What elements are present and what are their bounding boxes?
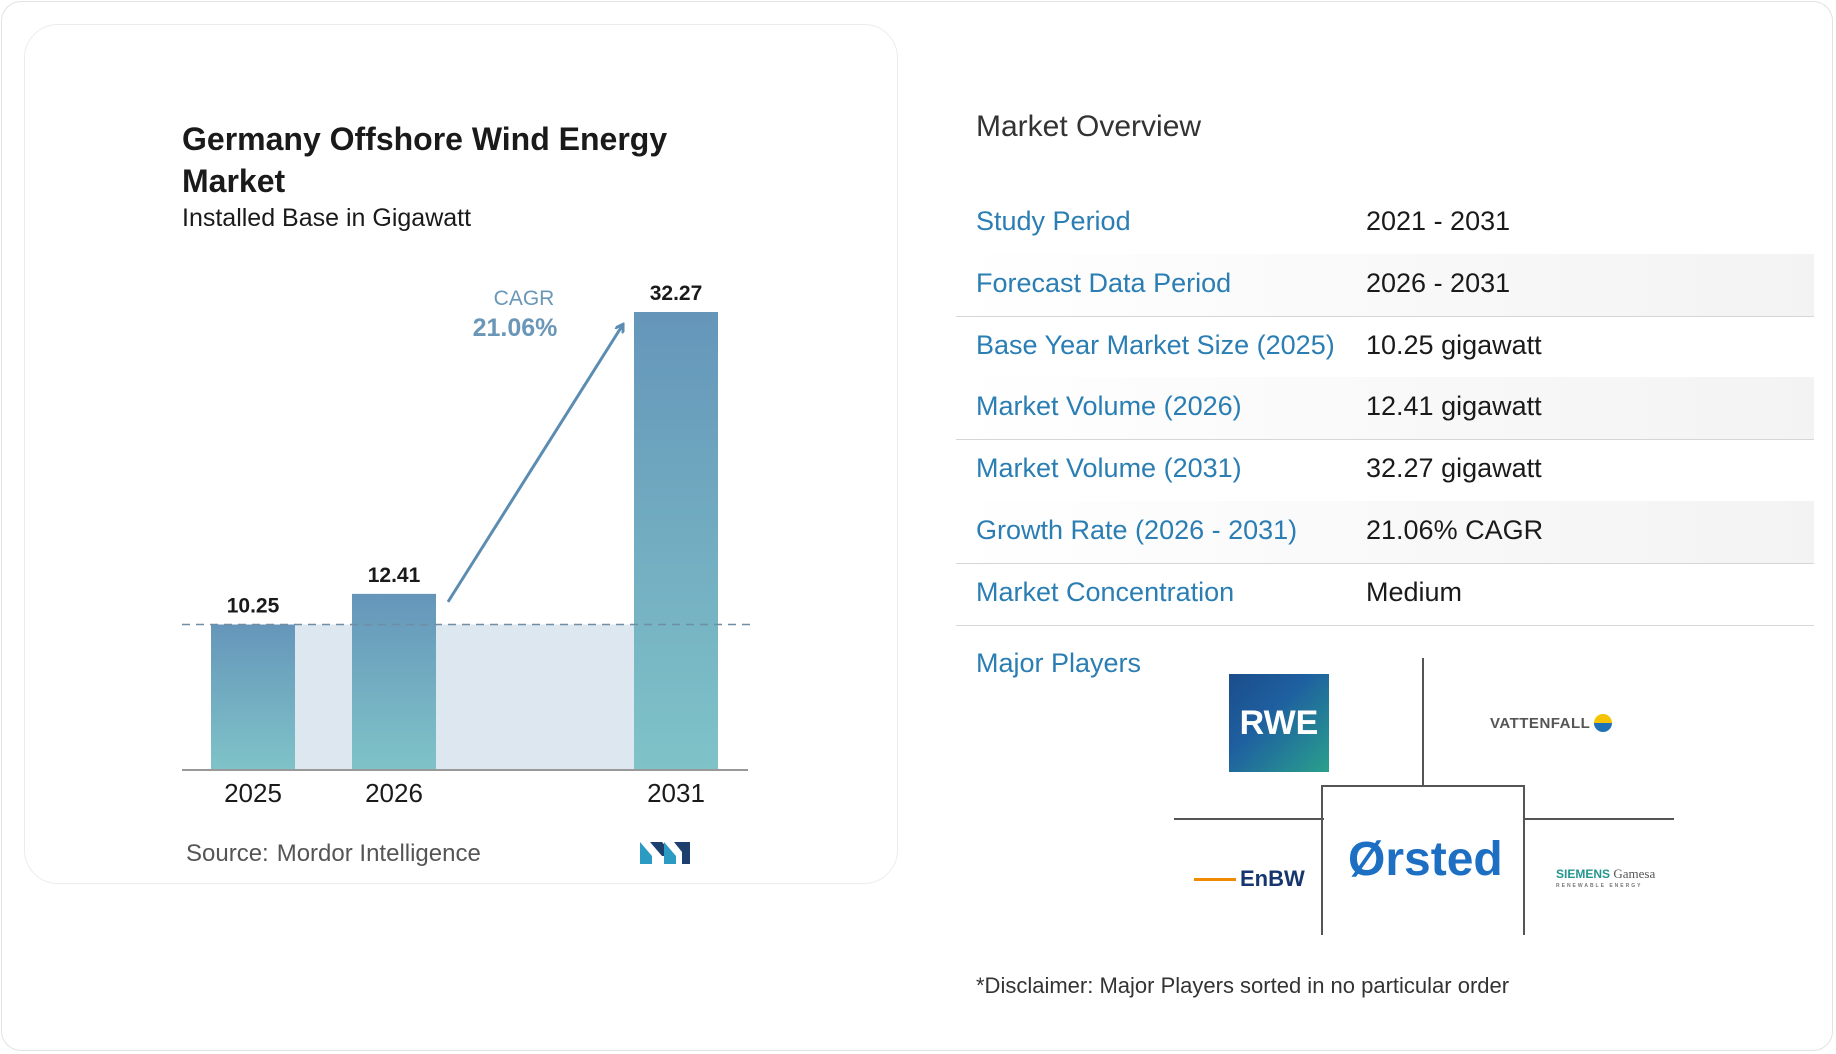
overview-row: Market Concentration Medium	[956, 563, 1814, 626]
overview-row-value: Medium	[1366, 577, 1463, 607]
overview-row: Growth Rate (2026 - 2031) 21.06% CAGR	[956, 501, 1814, 564]
cagr-arrow	[446, 326, 622, 603]
overview-row: Study Period 2021 - 2031	[956, 192, 1814, 255]
players-divider	[1321, 785, 1525, 787]
data-label-2031: 32.27	[650, 282, 703, 305]
overview-row-key: Base Year Market Size (2025)	[976, 330, 1335, 360]
x-tick-label-2025: 2025	[224, 778, 282, 808]
bar-2025	[211, 624, 295, 770]
enbw-logo-text: EnBW	[1240, 866, 1305, 891]
overview-row-value: 21.06% CAGR	[1366, 515, 1544, 545]
data-label-2026: 12.41	[368, 564, 421, 587]
source-label: Source:	[186, 840, 269, 867]
cagr-label: CAGR	[494, 287, 555, 310]
overview-row-value: 10.25 gigawatt	[1366, 330, 1542, 360]
x-tick-label-2026: 2026	[365, 778, 423, 808]
overview-row-key: Forecast Data Period	[976, 268, 1232, 298]
overview-row: Market Volume (2031) 32.27 gigawatt	[956, 439, 1814, 502]
siemens-sub-text: RENEWABLE ENERGY	[1556, 883, 1643, 889]
cagr-value: 21.06%	[473, 314, 558, 342]
enbw-logo: EnBW	[1194, 866, 1305, 892]
orsted-logo-text: Ørsted	[1348, 833, 1503, 886]
overview-row-key: Market Volume (2026)	[976, 391, 1242, 421]
source-note: Source: Mordor Intelligence	[186, 840, 481, 868]
rwe-logo-text: RWE	[1239, 703, 1319, 742]
mordor-intelligence-logo-icon	[640, 842, 690, 864]
bar-chart: 10.25 2025 12.41 2026 32.27 2031 CAGR 21.06%	[182, 282, 752, 864]
orsted-logo: Ørsted	[1348, 832, 1503, 887]
overview-row-key: Growth Rate (2026 - 2031)	[976, 515, 1298, 545]
enbw-line-icon	[1194, 877, 1236, 881]
players-divider	[1523, 785, 1525, 935]
vattenfall-sun-icon	[1594, 714, 1613, 732]
players-divider	[1321, 785, 1323, 935]
bar-2026	[352, 593, 436, 770]
vattenfall-logo: VATTENFALL	[1490, 714, 1613, 732]
bar-2031	[634, 312, 718, 770]
players-divider	[1524, 818, 1674, 820]
overview-row-key: Market Volume (2031)	[976, 453, 1242, 483]
major-players-label: Major Players	[976, 648, 1142, 678]
overview-row: Base Year Market Size (2025) 10.25 gigawa…	[956, 316, 1814, 379]
gamesa-logo-text: Gamesa	[1613, 866, 1656, 881]
players-divider	[1174, 818, 1324, 820]
overview-row-value: 32.27 gigawatt	[1366, 453, 1542, 483]
chart-title: Germany Offshore Wind Energy Market	[182, 121, 668, 199]
disclaimer: *Disclaimer: Major Players sorted in no …	[976, 973, 1510, 998]
players-divider	[1422, 658, 1424, 786]
vattenfall-logo-text: VATTENFALL	[1490, 714, 1591, 732]
overview-row-key: Study Period	[976, 206, 1131, 236]
siemens-logo-text: SIEMENS	[1556, 867, 1611, 881]
overview-row: Market Volume (2026) 12.41 gigawatt	[956, 377, 1814, 440]
overview-row-value: 2021 - 2031	[1366, 206, 1511, 236]
rwe-logo: RWE	[1229, 674, 1329, 772]
chart-subtitle: Installed Base in Gigawatt	[182, 204, 472, 232]
data-label-2025: 10.25	[227, 595, 280, 618]
siemens-gamesa-logo: SIEMENS Gamesa RENEWABLE ENERGY	[1556, 866, 1655, 889]
overview-title: Market Overview	[976, 110, 1202, 143]
x-tick-label-2031: 2031	[647, 778, 705, 808]
overview-row-value: 12.41 gigawatt	[1366, 391, 1542, 421]
overview-row: Forecast Data Period 2026 - 2031	[956, 254, 1814, 317]
source-value: Mordor Intelligence	[276, 840, 481, 867]
overview-row-key: Market Concentration	[976, 577, 1235, 607]
overview-row-value: 2026 - 2031	[1366, 268, 1511, 298]
